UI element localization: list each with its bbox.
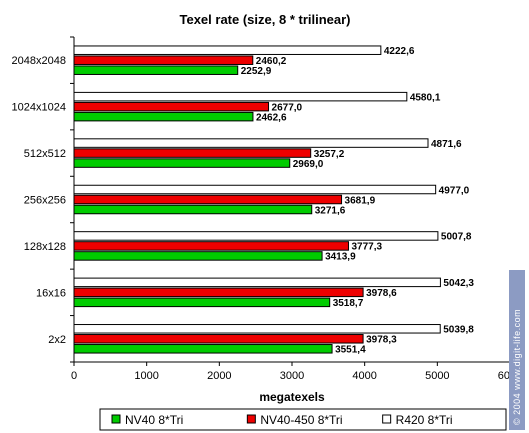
- data-label: 3978,3: [366, 335, 397, 346]
- bar: [73, 344, 333, 354]
- bar: [73, 65, 239, 75]
- bar: [73, 334, 364, 344]
- data-label: 2252,9: [241, 66, 272, 77]
- data-label: 5042,3: [443, 278, 474, 289]
- bar: [73, 241, 349, 251]
- data-label: 4222,6: [384, 46, 415, 57]
- data-label: 3978,6: [366, 288, 397, 299]
- bar: [73, 287, 364, 298]
- bar: [73, 45, 382, 55]
- data-label: 3551,4: [335, 345, 366, 356]
- bar: [73, 204, 313, 215]
- data-label: 5039,8: [443, 325, 474, 336]
- bar: [73, 55, 254, 65]
- legend-box: [99, 408, 507, 431]
- legend-swatch: [382, 414, 392, 424]
- x-tick-label: 0: [71, 370, 77, 382]
- legend-label: NV40 8*Tri: [125, 413, 183, 427]
- data-label: 2460,2: [256, 56, 287, 67]
- bar: [73, 194, 343, 205]
- watermark-text: © 2004 www.digit-life.com: [512, 309, 522, 425]
- axis-layer: 2048x2048 1024x1024 512x512 256x256 128x128 1…: [12, 36, 522, 382]
- bar: [73, 138, 429, 148]
- bar: [73, 91, 408, 102]
- bar: [73, 111, 254, 122]
- watermark: © 2004 www.digit-life.com: [509, 270, 525, 430]
- legend-label: NV40-450 8*Tri: [260, 413, 342, 427]
- category-label: 512x512: [24, 148, 66, 160]
- data-label: 4977,0: [439, 185, 470, 196]
- x-tick-label: 2000: [207, 370, 231, 382]
- data-label: 3257,2: [314, 149, 345, 160]
- category-label: 1024x1024: [12, 102, 66, 114]
- data-label: 3777,3: [351, 242, 382, 253]
- category-label: 256x256: [24, 195, 66, 207]
- bar: [73, 231, 439, 241]
- bar: [73, 277, 441, 288]
- legend-swatch: [246, 414, 256, 424]
- x-tick-label: 3000: [280, 370, 304, 382]
- bar: [73, 158, 291, 168]
- bar: [73, 148, 312, 158]
- chart-title: Texel rate (size, 8 * trilinear): [180, 12, 351, 27]
- data-label: 4871,6: [431, 139, 462, 150]
- legend-swatch: [111, 414, 121, 424]
- data-label: 4580,1: [410, 92, 441, 103]
- legend-label: R420 8*Tri: [396, 413, 453, 427]
- watermark-strip: [509, 270, 525, 430]
- x-axis-title: megatexels: [259, 390, 325, 404]
- x-tick-label: 4000: [352, 370, 376, 382]
- data-label: 3413,9: [325, 252, 356, 263]
- category-label: 16x16: [36, 287, 66, 299]
- data-label: 3681,9: [345, 195, 376, 206]
- bar: [73, 184, 437, 195]
- data-label: 3518,7: [333, 298, 364, 309]
- bar: [73, 324, 441, 334]
- x-tick-label: 5000: [425, 370, 449, 382]
- category-label: 2048x2048: [12, 55, 66, 67]
- data-label: 2969,0: [293, 159, 324, 170]
- data-label: 2677,0: [272, 102, 303, 113]
- bar: [73, 297, 331, 308]
- data-label: 2462,6: [256, 112, 287, 123]
- bar: [73, 101, 270, 112]
- data-label: 3271,6: [315, 205, 346, 216]
- category-label: 2x2: [48, 334, 66, 346]
- legend: NV40 8*Tri NV40-450 8*Tri R420 8*Tri: [99, 408, 507, 431]
- x-tick-label: 1000: [134, 370, 158, 382]
- data-label: 5007,8: [441, 232, 472, 243]
- bar: [73, 251, 323, 261]
- category-label: 128x128: [24, 241, 66, 253]
